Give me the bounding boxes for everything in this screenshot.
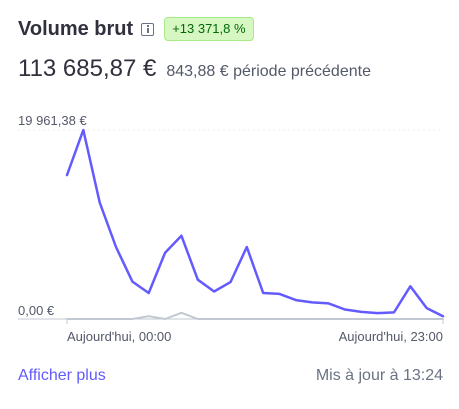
x-tick-label-start: Aujourd'hui, 00:00	[67, 329, 172, 344]
card-header: Volume brut +13 371,8 %	[18, 17, 254, 41]
x-tick-label-end: Aujourd'hui, 23:00	[338, 329, 443, 344]
previous-period-value: 843,88 € période précédente	[166, 63, 371, 80]
last-updated-text: Mis à jour à 13:24	[315, 367, 443, 384]
y-tick-label-max: 19 961,38 €	[18, 113, 87, 128]
total-value: 113 685,87 €	[18, 55, 157, 82]
info-icon[interactable]	[141, 22, 155, 36]
show-more-link[interactable]: Afficher plus	[18, 367, 106, 384]
series-line-previous	[66, 311, 444, 320]
series-line-current	[65, 128, 445, 318]
y-tick-label-zero: 0,00 €	[18, 303, 55, 318]
change-badge: +13 371,8 %	[164, 17, 254, 41]
summary-values: 113 685,87 € 843,88 € période précédente	[18, 55, 371, 83]
card-title: Volume brut	[18, 17, 134, 40]
